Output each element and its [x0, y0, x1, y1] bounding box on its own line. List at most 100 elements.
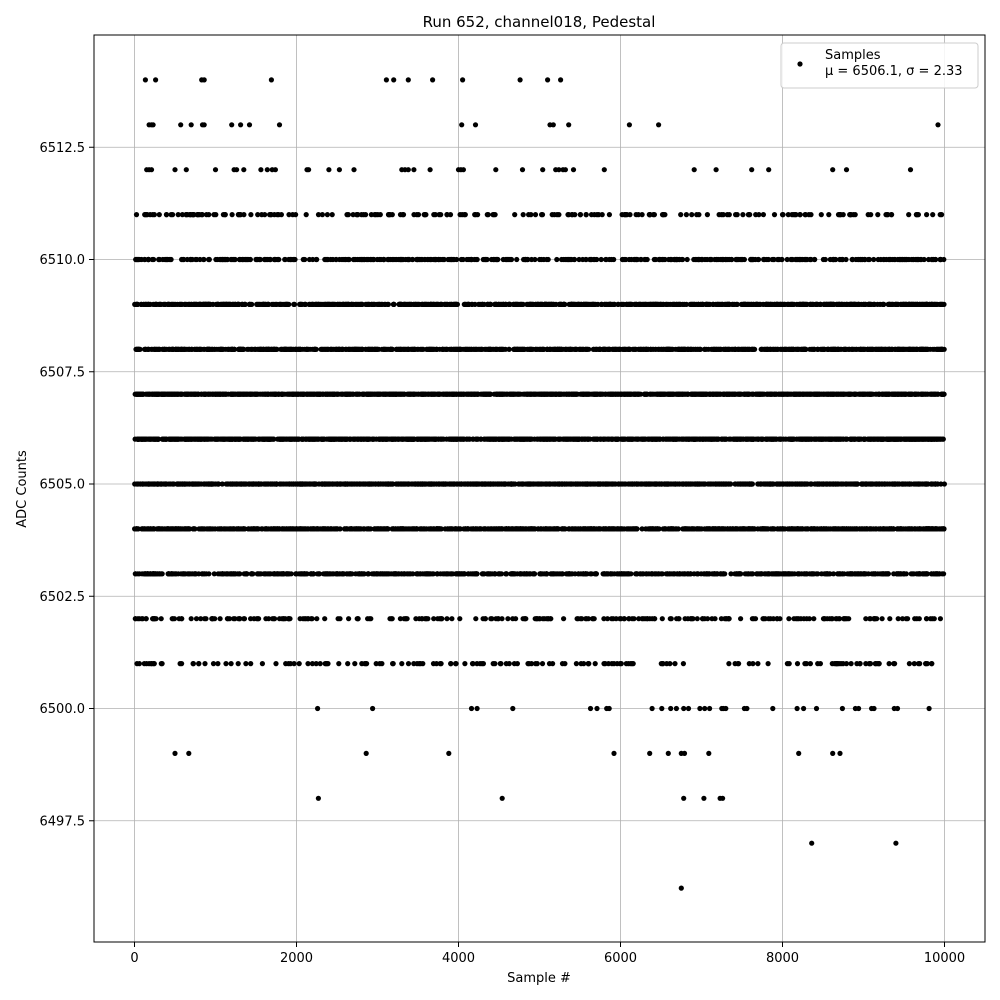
data-point [837, 212, 844, 218]
data-point [234, 167, 240, 173]
data-point [175, 212, 181, 218]
data-point [264, 167, 270, 173]
data-point [150, 122, 156, 128]
data-point [338, 346, 344, 352]
data-point [811, 346, 817, 352]
data-point [792, 391, 798, 397]
data-point [537, 301, 543, 307]
data-point [886, 256, 893, 263]
data-point [860, 301, 867, 307]
data-point [878, 346, 884, 352]
data-point [145, 301, 151, 307]
data-point [358, 212, 365, 218]
data-point [140, 391, 146, 397]
data-point [512, 301, 518, 307]
data-point [681, 795, 687, 801]
data-point [815, 301, 821, 307]
data-point [177, 301, 183, 307]
data-point [345, 212, 351, 218]
data-point [939, 346, 945, 352]
data-point [895, 346, 902, 352]
data-point [499, 795, 505, 801]
data-point [265, 391, 271, 397]
data-point [235, 301, 242, 307]
data-point [774, 301, 780, 307]
data-point [152, 301, 158, 307]
data-point [411, 346, 417, 352]
data-point [750, 256, 756, 263]
data-point [186, 750, 192, 757]
data-point [241, 212, 247, 218]
data-point [298, 391, 304, 397]
data-point [324, 256, 330, 263]
data-point [544, 256, 550, 263]
data-point [668, 705, 674, 712]
data-point [320, 346, 326, 352]
data-point [579, 346, 585, 352]
data-point [406, 391, 413, 397]
data-point [924, 212, 930, 218]
data-point [460, 167, 466, 173]
data-point [366, 301, 372, 307]
data-point [638, 346, 644, 352]
data-point [751, 346, 757, 352]
data-point [172, 167, 178, 173]
data-point [803, 391, 810, 397]
data-point [623, 212, 629, 218]
data-point [203, 391, 209, 397]
data-point [295, 346, 301, 352]
data-point [760, 212, 767, 218]
data-point [775, 256, 781, 263]
data-point [578, 301, 585, 307]
data-point [587, 705, 594, 712]
data-point [794, 705, 800, 712]
data-point [767, 346, 773, 352]
data-point [241, 167, 247, 173]
data-point [907, 301, 913, 307]
data-point [868, 212, 874, 218]
data-point [170, 346, 176, 352]
data-point [606, 705, 612, 712]
data-point [156, 256, 162, 263]
data-point [906, 212, 912, 218]
data-point [725, 391, 731, 397]
data-point [665, 750, 671, 757]
data-point [229, 122, 235, 128]
data-point [741, 256, 748, 263]
data-point [222, 391, 228, 397]
data-point [559, 391, 565, 397]
data-point [135, 256, 141, 263]
data-point [917, 301, 923, 307]
data-point [327, 301, 333, 307]
data-point [333, 346, 339, 352]
data-point [706, 301, 712, 307]
data-point [449, 256, 455, 263]
data-point [797, 212, 803, 218]
data-point [521, 346, 528, 352]
data-point [939, 391, 945, 397]
data-point [223, 346, 229, 352]
data-point [888, 212, 895, 218]
data-point [593, 301, 599, 307]
data-point [793, 256, 799, 263]
data-point [163, 212, 170, 218]
data-point [540, 167, 546, 173]
data-point [272, 256, 278, 263]
data-point [783, 346, 789, 352]
data-point [235, 212, 242, 218]
data-point [707, 705, 713, 712]
data-point [874, 301, 881, 307]
data-point [591, 346, 597, 352]
data-point [681, 705, 687, 712]
data-point [247, 301, 253, 307]
data-point [639, 212, 645, 218]
data-point [260, 391, 266, 397]
data-point [659, 705, 665, 712]
data-point [439, 301, 445, 307]
data-point [933, 301, 939, 307]
data-point [583, 301, 589, 307]
data-point [551, 212, 558, 218]
data-point [315, 212, 322, 218]
data-point [689, 212, 695, 218]
